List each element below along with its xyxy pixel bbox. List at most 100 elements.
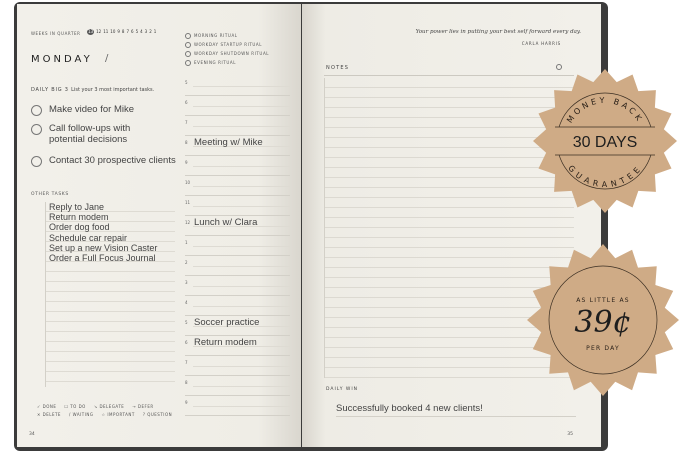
schedule-entry[interactable]: Soccer practice: [194, 317, 260, 328]
date-field[interactable]: /: [105, 53, 109, 64]
schedule-hour-row[interactable]: 7: [185, 116, 290, 136]
hour-label: 12: [185, 220, 191, 225]
big3-task[interactable]: Make video for Mike: [49, 104, 135, 115]
page-number: 34: [29, 432, 35, 437]
schedule-entry[interactable]: Meeting w/ Mike: [194, 137, 263, 148]
schedule-hour-row[interactable]: 5 Soccer practice: [185, 316, 290, 336]
big3-hint: List your 3 most important tasks.: [71, 87, 155, 93]
day-title: MONDAY: [31, 54, 93, 65]
other-task[interactable]: Return modem: [49, 212, 109, 223]
hour-label: 6: [185, 100, 188, 105]
schedule-hour-row[interactable]: 6: [185, 96, 290, 116]
other-tasks-label: OTHER TASKS: [31, 192, 69, 197]
hour-label: 9: [185, 400, 188, 405]
schedule-hour-row[interactable]: 1: [185, 236, 290, 256]
big3-task[interactable]: Call follow-ups with potential decisions: [49, 123, 131, 145]
hour-label: 6: [185, 340, 188, 345]
hour-label: 1: [185, 240, 188, 245]
other-task[interactable]: Schedule car repair: [49, 232, 128, 243]
badge-main-text: 30 DAYS: [573, 134, 638, 151]
task-checkbox[interactable]: [31, 156, 42, 167]
daily-win-label: DAILY WIN: [326, 387, 359, 392]
hour-label: 2: [185, 260, 188, 265]
hour-label: 11: [185, 200, 191, 205]
legend-item: ✕ DELETE: [37, 412, 61, 417]
week-number[interactable]: 11: [103, 29, 109, 34]
price-badge: AS LITTLE AS 39¢ PER DAY: [527, 244, 679, 396]
schedule-hour-row[interactable]: 9: [185, 396, 290, 416]
ritual-checkbox[interactable]: Workday shutdown ritual: [185, 51, 269, 57]
weeks-label: Weeks in quarter: [31, 31, 81, 36]
week-number[interactable]: 4: [140, 29, 143, 34]
legend-item: ✓ DONE: [37, 404, 57, 409]
week-number[interactable]: 12: [96, 29, 102, 34]
week-number[interactable]: 10: [110, 29, 116, 34]
schedule-hour-row[interactable]: 12 Lunch w/ Clara: [185, 216, 290, 236]
other-task[interactable]: Set up a new Vision Caster: [49, 242, 158, 253]
week-number[interactable]: 2: [149, 29, 152, 34]
legend-item: ☆ IMPORTANT: [101, 412, 135, 417]
legend-item: / WAITING: [68, 412, 94, 417]
schedule-hour-row[interactable]: 11: [185, 196, 290, 216]
hour-label: 9: [185, 160, 188, 165]
schedule-entry[interactable]: Lunch w/ Clara: [194, 217, 258, 228]
hour-label: 7: [185, 120, 188, 125]
hour-label: 7: [185, 360, 188, 365]
schedule-hour-row[interactable]: 2: [185, 256, 290, 276]
ritual-checkbox[interactable]: Workday startup ritual: [185, 42, 262, 48]
big3-task[interactable]: Contact 30 prospective clients: [49, 155, 176, 166]
schedule-entry[interactable]: Return modem: [194, 337, 257, 348]
schedule-hour-row[interactable]: 3: [185, 276, 290, 296]
notes-area[interactable]: [324, 78, 574, 378]
week-number[interactable]: 7: [126, 29, 130, 34]
schedule-hour-row[interactable]: 4: [185, 296, 290, 316]
price-bottom-text: PER DAY: [586, 345, 620, 352]
notes-label: NOTES: [326, 65, 350, 71]
other-task[interactable]: Order a Full Focus Journal: [49, 253, 156, 263]
ritual-checkbox[interactable]: Evening ritual: [185, 60, 236, 66]
page-number: 35: [567, 432, 573, 437]
week-number[interactable]: 1: [153, 29, 157, 34]
time-icon: [556, 64, 562, 70]
ritual-checkbox[interactable]: Morning ritual: [185, 33, 238, 39]
schedule-hour-row[interactable]: 8 Meeting w/ Mike: [185, 136, 290, 156]
legend-item: → DEFER: [132, 404, 154, 409]
week-number[interactable]: 8: [121, 29, 125, 34]
week-number[interactable]: 5: [135, 29, 139, 34]
big3-label: DAILY BIG 3: [31, 87, 69, 93]
quote-author: CARLA HARRIS: [521, 41, 561, 46]
quote: Your power lies in putting your best sel…: [415, 29, 581, 35]
schedule-hour-row[interactable]: 7: [185, 356, 290, 376]
schedule-hour-row[interactable]: 6 Return modem: [185, 336, 290, 356]
legend-item: ? QUESTION: [142, 412, 173, 417]
schedule-hour-row[interactable]: 10: [185, 176, 290, 196]
week-number[interactable]: 3: [144, 29, 148, 34]
week-number[interactable]: 9: [117, 29, 120, 34]
other-task[interactable]: Reply to Jane: [49, 202, 105, 212]
legend-item: ↘ DELEGATE: [93, 404, 125, 409]
task-checkbox[interactable]: [31, 105, 42, 116]
hour-label: 8: [185, 140, 188, 145]
hour-label: 5: [185, 320, 188, 325]
hour-label: 4: [185, 300, 188, 305]
hour-label: 10: [185, 180, 191, 185]
schedule-hour-row[interactable]: 5: [185, 76, 290, 96]
price-top-text: AS LITTLE AS: [576, 297, 630, 304]
hour-label: 3: [185, 280, 188, 285]
daily-win-field[interactable]: Successfully booked 4 new clients!: [336, 403, 576, 417]
money-back-badge: MONEY BACK GUARANTEE 30 DAYS: [533, 69, 677, 213]
price-main-text: 39¢: [574, 305, 631, 340]
legend: ✓ DONE ☐ TO DO ↘ DELEGATE → DEFER ✕ DELETE / …: [37, 404, 179, 417]
week-number[interactable]: 6: [131, 29, 134, 34]
legend-item: ☐ TO DO: [64, 404, 86, 409]
schedule-hour-row[interactable]: 9: [185, 156, 290, 176]
other-tasks-lines: [45, 202, 175, 387]
hour-label: 8: [185, 380, 188, 385]
hour-label: 5: [185, 80, 188, 85]
left-page: Weeks in quarter 13 12 11 10 9 8 7 6 5 4 3 2 1 MONDA…: [17, 4, 301, 447]
task-checkbox[interactable]: [31, 124, 42, 135]
weeks-in-quarter: 13 12 11 10 9 8 7 6 5 4 3 2 1: [87, 29, 156, 35]
other-task[interactable]: Order dog food: [49, 222, 110, 233]
schedule-hour-row[interactable]: 8: [185, 376, 290, 396]
week-number[interactable]: 13: [87, 29, 95, 35]
